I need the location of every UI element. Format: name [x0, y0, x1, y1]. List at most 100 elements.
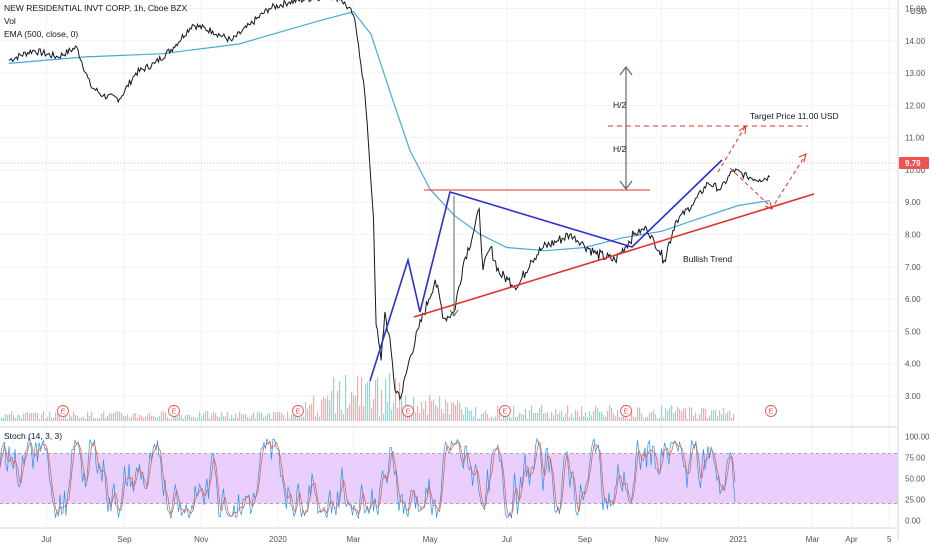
ema-legend[interactable]: EMA (500, close, 0) [4, 29, 79, 39]
volume-bar [477, 418, 479, 421]
volume-bar [239, 411, 241, 421]
volume-bar [721, 414, 723, 421]
price-tick-label: 8.00 [905, 231, 921, 240]
volume-bar [181, 415, 183, 421]
volume-bar [463, 414, 465, 421]
stoch-legend[interactable]: Stoch (14, 3, 3) [4, 431, 63, 441]
volume-bar [137, 417, 139, 421]
volume-bar [31, 412, 33, 421]
volume-bar [175, 412, 177, 421]
volume-bar [9, 414, 11, 421]
volume-bar [605, 416, 607, 421]
volume-bar [723, 408, 725, 421]
volume-bar [509, 416, 511, 421]
volume-bar [21, 418, 23, 421]
earnings-badge[interactable]: E [620, 405, 632, 417]
price-tick-label: 3.00 [905, 392, 921, 401]
time-tick-label: 5 [887, 535, 892, 544]
earnings-badge[interactable]: E [499, 405, 511, 417]
stoch-k-line [0, 437, 736, 520]
volume-bar [597, 408, 599, 421]
h2-upper-label: H/2 [613, 100, 627, 110]
volume-bar [645, 416, 647, 421]
volume-bar [513, 406, 515, 421]
earnings-badge[interactable]: E [765, 405, 777, 417]
volume-bar [179, 414, 181, 421]
volume-bar [659, 417, 661, 421]
volume-bar [563, 417, 565, 421]
chart-symbol-title[interactable]: NEW RESIDENTIAL INVT CORP, 1h, Cboe BZX [4, 3, 188, 13]
volume-bar [201, 417, 203, 421]
earnings-badge[interactable]: E [168, 405, 180, 417]
earnings-letter: E [296, 409, 301, 416]
earnings-badge[interactable]: E [402, 405, 414, 417]
time-axis-ticks[interactable]: Jul Sep Nov 2020 Mar May Jul Sep Nov 2021 Mar Apr 5 [41, 535, 892, 544]
volume-bar [711, 410, 713, 421]
price-tick-label: 5.00 [905, 327, 921, 336]
volume-bar [617, 409, 619, 421]
earnings-badge[interactable]: E [292, 405, 304, 417]
volume-legend[interactable]: Vol [4, 16, 16, 26]
volume-bar [389, 373, 391, 421]
price-tick-label: 14.00 [905, 37, 926, 46]
volume-bar [27, 412, 29, 421]
volume-bar [469, 410, 471, 421]
volume-bar [531, 405, 533, 421]
volume-bar [547, 411, 549, 421]
volume-bar [83, 416, 85, 421]
volume-bar [271, 418, 273, 421]
volume-bar [101, 413, 103, 421]
volume-bar [291, 414, 293, 421]
volume-bar [195, 417, 197, 421]
price-grid [0, 0, 898, 527]
volume-bar [253, 411, 255, 421]
volume-bar [369, 381, 371, 421]
volume-bar [385, 379, 387, 421]
volume-bar [325, 398, 327, 421]
volume-bar [519, 412, 521, 421]
volume-bar [681, 411, 683, 421]
volume-bar [727, 412, 729, 421]
earnings-letter: E [624, 409, 629, 416]
volume-bar [483, 413, 485, 421]
volume-bar [7, 414, 9, 421]
volume-bar [263, 417, 265, 421]
time-tick-label: Nov [194, 535, 208, 544]
volume-bar [367, 382, 369, 421]
volume-bar [649, 412, 651, 421]
volume-bar [55, 412, 57, 421]
time-tick-label: May [423, 535, 438, 544]
volume-bar [613, 413, 615, 421]
volume-bar [91, 412, 93, 421]
volume-bar [45, 418, 47, 421]
stoch-tick-label: 0.00 [905, 516, 921, 525]
volume-bar [565, 412, 567, 421]
volume-bar [5, 414, 7, 421]
volume-bar [105, 417, 107, 421]
time-tick-label: 2020 [269, 535, 287, 544]
volume-bar [347, 407, 349, 421]
volume-bar [257, 411, 259, 421]
volume-bar [399, 382, 401, 421]
volume-bar [655, 414, 657, 421]
volume-bar [447, 402, 449, 421]
volume-bar [425, 401, 427, 421]
volume-bar [453, 402, 455, 421]
volume-bar [193, 416, 195, 421]
stoch-tick-label: 25.00 [905, 495, 926, 504]
volume-bar [411, 414, 413, 421]
volume-bar [365, 384, 367, 421]
volume-bar [69, 414, 71, 421]
price-axis-bg[interactable] [898, 0, 932, 540]
volume-bar [219, 417, 221, 421]
arrowhead-3 [764, 201, 773, 210]
volume-bar [637, 407, 639, 421]
volume-bar [355, 396, 357, 421]
volume-bar [319, 416, 321, 421]
volume-bar [503, 416, 505, 421]
volume-bar [429, 395, 431, 421]
earnings-badge[interactable]: E [57, 405, 69, 417]
volume-bar [397, 407, 399, 421]
volume-bar [221, 412, 223, 421]
